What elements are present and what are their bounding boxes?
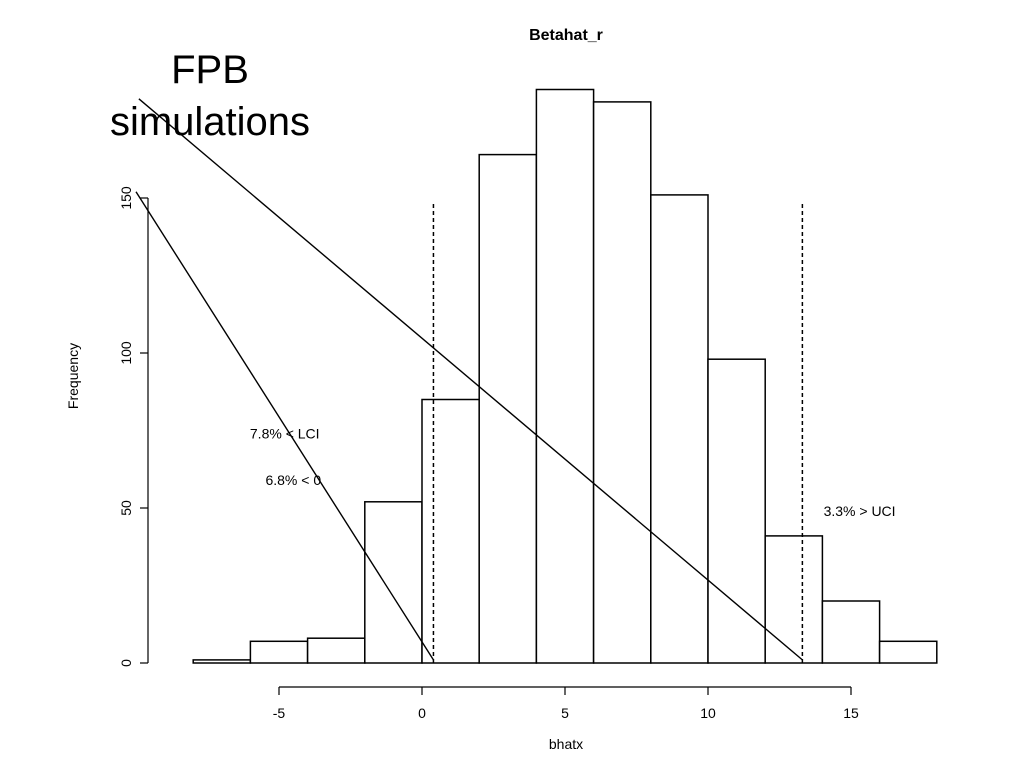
y-tick-label: 0 <box>118 659 134 667</box>
histogram-bars <box>192 88 938 664</box>
histogram-bar <box>821 600 881 664</box>
annotation-label: 6.8% < 0 <box>265 472 321 488</box>
y-axis: 0 50 100 150 <box>118 186 149 667</box>
y-axis-label: Frequency <box>65 343 81 409</box>
histogram-bar <box>421 398 480 664</box>
x-tick-label: -5 <box>273 705 286 721</box>
pointer-line <box>138 98 803 661</box>
x-axis: -5 0 5 10 15 <box>273 686 859 721</box>
histogram-bar <box>249 640 309 664</box>
annotation-label: 3.3% > UCI <box>824 503 896 519</box>
pointer-line <box>135 191 435 661</box>
chart-title: Betahat_r <box>529 27 603 44</box>
annotation-label: 7.8% < LCI <box>250 426 320 442</box>
histogram-bar <box>535 88 595 664</box>
y-tick-label: 150 <box>118 186 134 210</box>
x-axis-label: bhatx <box>549 736 583 752</box>
histogram-bar <box>592 101 652 664</box>
histogram-bar <box>764 535 824 664</box>
y-tick-label: 100 <box>118 341 134 365</box>
histogram-bar <box>707 358 766 664</box>
histogram-bar <box>878 640 938 664</box>
y-tick-label: 50 <box>118 500 134 516</box>
pointer-lines <box>135 98 803 661</box>
x-tick-label: 10 <box>700 705 716 721</box>
x-tick-label: 15 <box>843 705 859 721</box>
slide-heading: FPB simulations <box>80 44 340 148</box>
histogram-bar <box>306 637 366 664</box>
slide-heading-line2: simulations <box>109 100 311 144</box>
x-tick-label: 0 <box>418 705 426 721</box>
histogram-bar <box>478 153 538 664</box>
annotations: 7.8% < LCI 6.8% < 0 3.3% > UCI <box>250 426 896 519</box>
histogram-bar <box>650 194 709 664</box>
slide-heading-line1: FPB <box>171 48 249 92</box>
histogram-bar <box>192 659 252 664</box>
x-tick-label: 5 <box>561 705 569 721</box>
histogram-bar <box>364 501 423 664</box>
